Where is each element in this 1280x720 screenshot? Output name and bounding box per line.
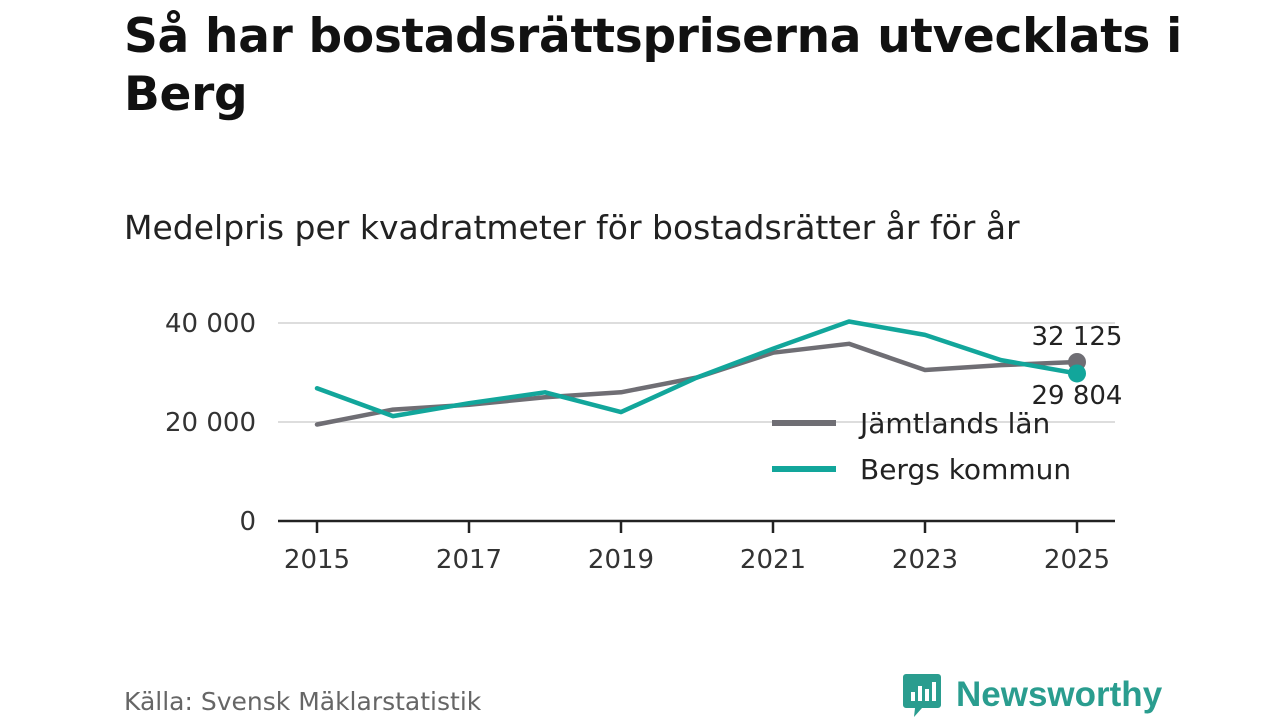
series-lines (314, 319, 1086, 427)
series-line (314, 319, 1080, 419)
y-tick-label: 20 000 (165, 408, 256, 438)
end-value-label: 29 804 (1032, 381, 1123, 411)
source-note: Källa: Svensk Mäklarstatistik (124, 687, 482, 716)
x-axis-labels: 2015 2017 2019 2021 2023 2025 (284, 545, 1110, 575)
y-axis-labels: 0 20 000 40 000 (165, 309, 256, 537)
legend-label: Jämtlands län (858, 407, 1050, 440)
newsworthy-logo: Newsworthy (902, 670, 1162, 720)
chart-title: Så har bostadsrättspriserna utvecklats i… (124, 9, 1182, 122)
end-value-label: 32 125 (1032, 322, 1123, 352)
x-tick-label: 2023 (892, 545, 958, 575)
brand-name: Newsworthy (956, 675, 1163, 714)
x-tick-label: 2017 (436, 545, 502, 575)
grid-lines (278, 322, 1115, 423)
series-end-marker (1068, 364, 1086, 383)
end-labels: 32 125 29 804 (1032, 322, 1123, 411)
x-tick-label: 2015 (284, 545, 350, 575)
legend-label: Bergs kommun (860, 453, 1071, 486)
x-axis (278, 519, 1115, 533)
y-tick-label: 40 000 (165, 309, 256, 339)
x-tick-label: 2025 (1044, 545, 1110, 575)
y-tick-label: 0 (239, 507, 256, 537)
chart-subtitle: Medelpris per kvadratmeter för bostadsrä… (124, 208, 1020, 247)
legend: Jämtlands län Bergs kommun (772, 407, 1071, 486)
x-tick-label: 2019 (588, 545, 654, 575)
x-tick-label: 2021 (740, 545, 806, 575)
newsworthy-icon (903, 674, 941, 717)
